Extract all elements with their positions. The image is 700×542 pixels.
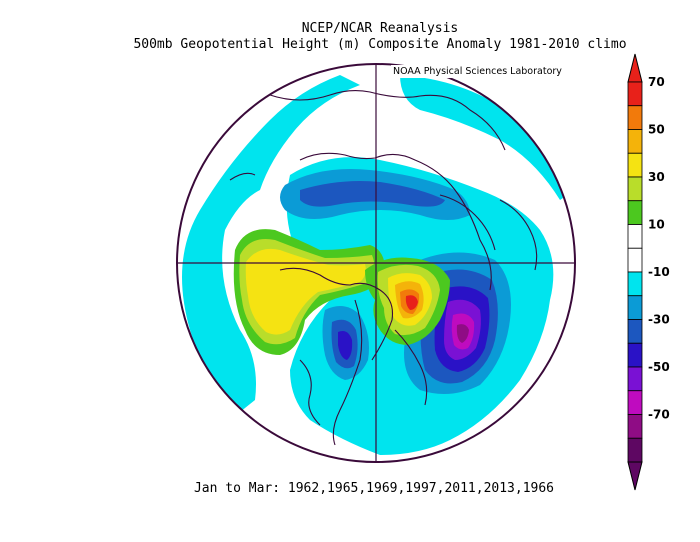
- colorbar-segment: [627, 176, 643, 202]
- colorbar-segment: [627, 200, 643, 225]
- map-border: [176, 63, 576, 463]
- colorbar-segment: [627, 342, 643, 368]
- colorbar-segment: [627, 247, 643, 273]
- colorbar-tick-label: 70: [648, 75, 665, 89]
- colorbar-segment: [627, 224, 643, 249]
- colorbar-tick-label: -70: [648, 408, 670, 422]
- colorbar-bottom-arrow: [627, 461, 643, 491]
- colorbar-segment: [627, 414, 643, 439]
- map-subtitle: 500mb Geopotential Height (m) Composite …: [133, 37, 627, 52]
- colorbar-segment: [627, 437, 643, 463]
- colorbar: 70 50 30 10 -10 -30 -50 -70: [627, 53, 670, 491]
- date-range-caption: Jan to Mar: 1962,1965,1969,1997,2011,201…: [193, 481, 555, 496]
- colorbar-tick-label: -50: [648, 360, 670, 374]
- colorbar-segment: [627, 390, 643, 415]
- colorbar-segment: [627, 81, 643, 107]
- colorbar-segment: [627, 152, 643, 178]
- colorbar-segment: [627, 366, 643, 392]
- colorbar-tick-label: 50: [648, 123, 665, 137]
- colorbar-top-arrow: [627, 53, 643, 83]
- colorbar-segment: [627, 271, 643, 297]
- anomaly-field: [177, 64, 575, 462]
- map-title: NCEP/NCAR Reanalysis: [301, 21, 459, 36]
- colorbar-tick-label: -10: [648, 265, 670, 279]
- colorbar-segment: [627, 295, 643, 320]
- credit-label: NOAA Physical Sciences Laboratory: [391, 65, 564, 78]
- colorbar-tick-label: -30: [648, 313, 670, 327]
- colorbar-segment: [627, 319, 643, 344]
- colorbar-tick-label: 10: [648, 218, 665, 232]
- colorbar-tick-label: 30: [648, 170, 665, 184]
- colorbar-segment: [627, 105, 643, 130]
- colorbar-segment: [627, 129, 643, 154]
